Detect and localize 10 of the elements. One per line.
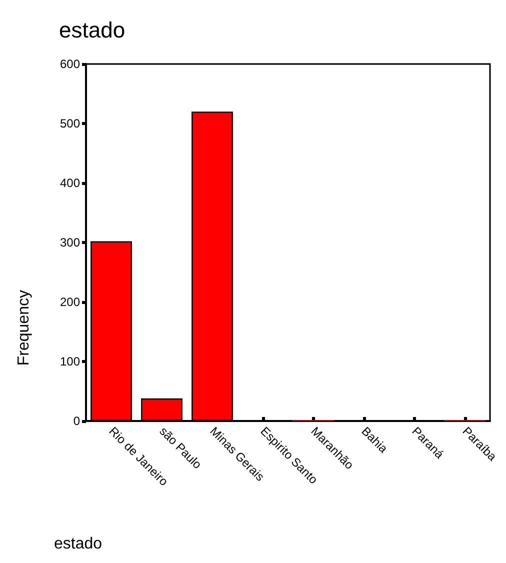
x-axis-title: estado [54, 536, 102, 552]
y-tick-label: 0 [73, 414, 80, 428]
y-tick-label: 500 [60, 116, 80, 130]
y-tick-label: 600 [60, 57, 80, 71]
y-axis-title: Frequency [16, 290, 32, 366]
y-tick-label: 100 [60, 354, 80, 368]
y-tick-label: 200 [60, 295, 80, 309]
y-tick-label: 300 [60, 236, 80, 250]
y-tick-label: 400 [60, 176, 80, 190]
chart-title: estado [59, 18, 126, 42]
